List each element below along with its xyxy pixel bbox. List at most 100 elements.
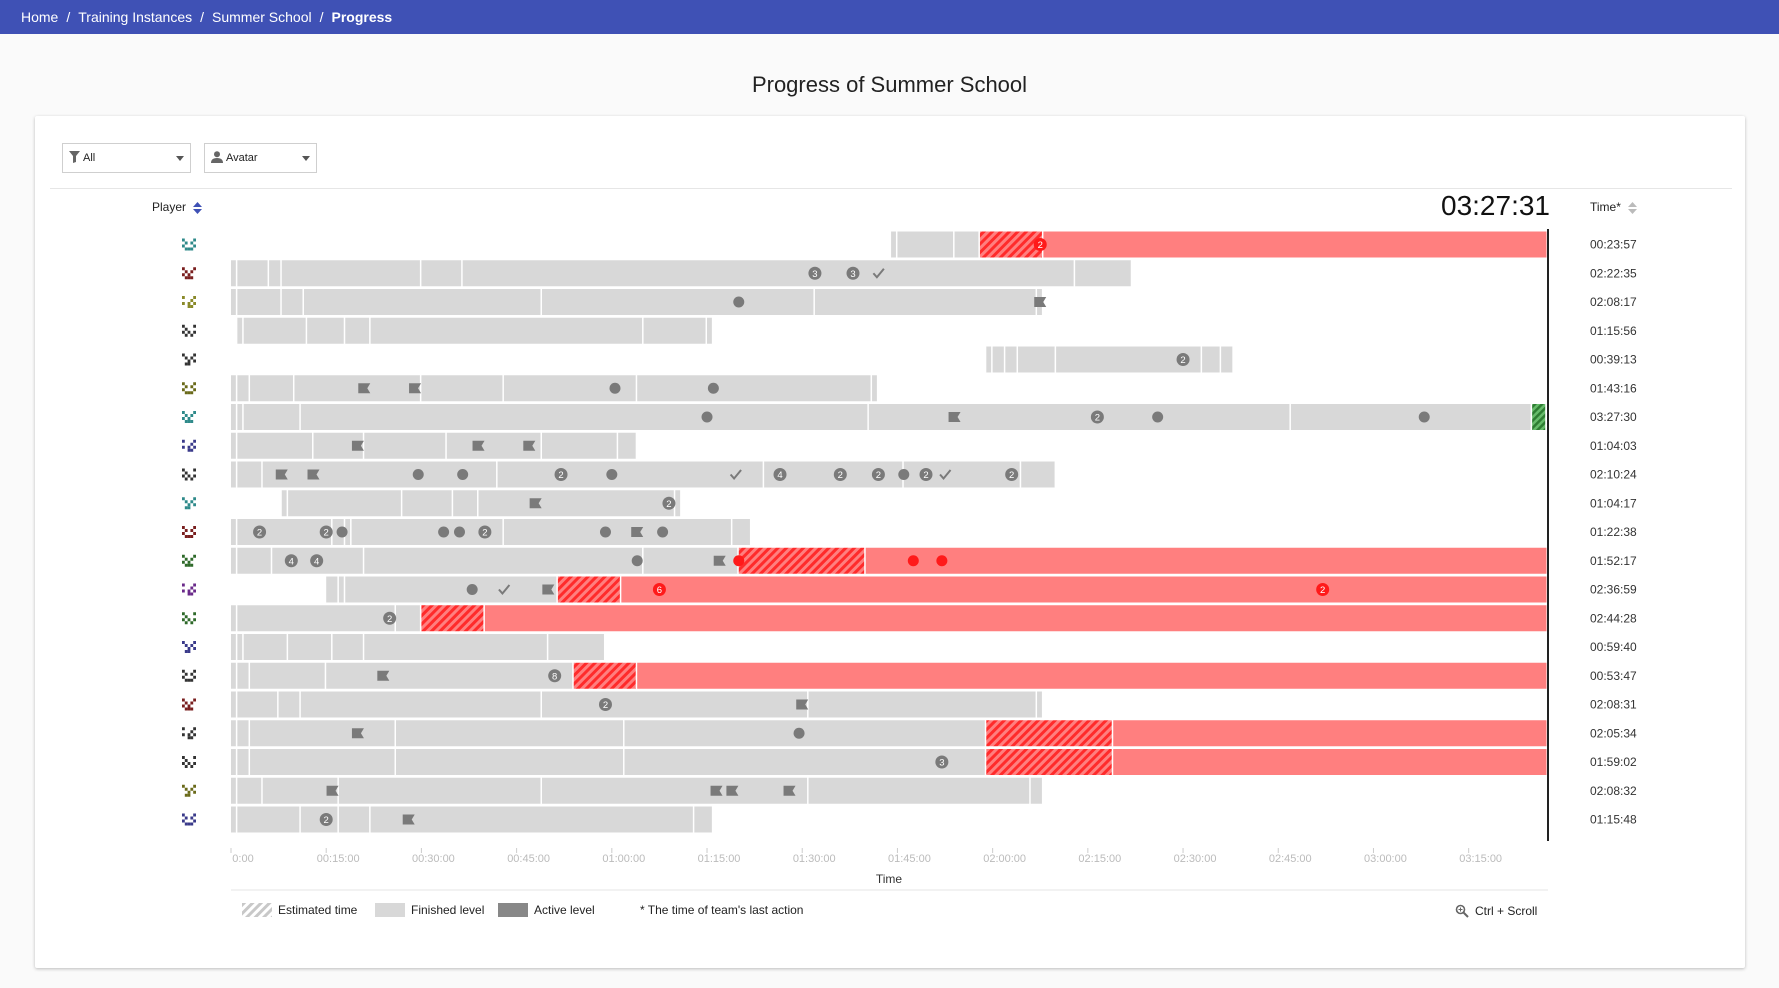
level-filter-select[interactable]: All xyxy=(62,143,191,173)
finished-level-bar xyxy=(243,317,306,344)
event-count-label: 2 xyxy=(838,470,843,481)
player-time: 00:53:47 xyxy=(1590,669,1637,683)
finished-level-bar xyxy=(364,634,547,660)
finished-level-bar xyxy=(237,777,262,804)
player-row: 2 00:23:57 xyxy=(891,231,1637,258)
finished-level-bar xyxy=(954,231,979,258)
check-icon xyxy=(498,584,511,596)
event-count-badge xyxy=(598,698,612,711)
breadcrumb-summer-school[interactable]: Summer School xyxy=(212,9,312,25)
legend-active-label: Active level xyxy=(534,903,595,917)
flag-icon xyxy=(631,527,644,537)
legend-finished: Finished level xyxy=(375,903,484,917)
sort-icon xyxy=(193,201,203,214)
finished-level-bar xyxy=(243,404,300,430)
player-avatar xyxy=(182,641,196,653)
event-count-badge xyxy=(1033,238,1047,251)
page-title: Progress of Summer School xyxy=(751,72,1028,97)
x-tick-label: 02:30:00 xyxy=(1174,853,1217,865)
finished-level-bar xyxy=(618,432,636,459)
player-row: 00:59:40 xyxy=(231,634,1637,660)
event-count-badge xyxy=(1090,410,1104,424)
estimated-time-bar xyxy=(979,231,1042,258)
event-dot xyxy=(412,469,424,480)
finished-level-bar xyxy=(1221,346,1233,373)
zoom-hint: Ctrl + Scroll xyxy=(1455,904,1537,918)
flag-icon xyxy=(307,469,320,480)
player-avatar xyxy=(182,813,196,826)
finished-level-bar xyxy=(231,605,236,632)
x-tick-label: 02:00:00 xyxy=(983,853,1026,865)
player-avatar xyxy=(182,612,196,625)
x-tick-label: 03:00:00 xyxy=(1364,853,1407,865)
finished-level-bar xyxy=(462,260,1074,287)
finished-level-bar xyxy=(814,289,1036,315)
finished-level-bar xyxy=(326,576,338,603)
flag-icon xyxy=(472,440,485,451)
x-axis-label: Time xyxy=(876,872,903,886)
flag-icon xyxy=(409,383,422,394)
x-tick-label: 00:15:00 xyxy=(317,853,360,865)
finished-level-bar xyxy=(986,346,992,373)
event-count-badge xyxy=(1005,468,1019,481)
view-filter-value: Avatar xyxy=(226,152,258,164)
flag-icon xyxy=(275,469,288,480)
breadcrumb-separator: / xyxy=(66,9,71,25)
event-dot xyxy=(707,382,719,394)
finished-level-bar xyxy=(231,289,236,315)
finished-level-bar xyxy=(231,691,236,718)
event-count-label: 2 xyxy=(1320,585,1325,596)
event-dot xyxy=(657,526,669,538)
flag-icon xyxy=(358,383,371,394)
event-dot xyxy=(1418,411,1430,423)
flag-icon xyxy=(402,814,415,825)
breadcrumb-training-instances[interactable]: Training Instances xyxy=(78,9,193,25)
finished-level-bar xyxy=(370,317,643,344)
player-avatar xyxy=(182,698,196,711)
x-tick-label: 03:15:00 xyxy=(1459,853,1502,865)
flag-icon xyxy=(796,699,809,710)
finished-level-bar xyxy=(250,662,325,689)
x-tick-label: 02:45:00 xyxy=(1269,853,1312,865)
finished-level-bar xyxy=(281,289,303,315)
player-time: 02:08:32 xyxy=(1590,784,1637,798)
finished-level-bar xyxy=(1075,260,1131,287)
finished-level-bar xyxy=(1037,691,1042,718)
time-column-header[interactable]: Time* xyxy=(1590,200,1638,215)
finished-level-bar xyxy=(237,662,249,689)
player-row: 2 03:27:30 xyxy=(231,404,1637,430)
player-avatar xyxy=(182,756,196,768)
event-count-label: 2 xyxy=(666,499,671,510)
estimated-time-bar xyxy=(557,576,620,603)
flag-icon xyxy=(726,785,739,796)
view-filter-select[interactable]: Avatar xyxy=(204,143,317,173)
finished-level-bar xyxy=(237,289,281,315)
overtime-bar xyxy=(637,662,1547,689)
finished-level-bar xyxy=(231,461,236,488)
finished-level-bar xyxy=(453,490,478,517)
finished-level-bar xyxy=(231,634,236,660)
finished-level-bar xyxy=(300,404,868,430)
finished-level-bar xyxy=(897,231,954,258)
player-row: 3 01:59:02 xyxy=(231,749,1637,775)
breadcrumb-home[interactable]: Home xyxy=(21,9,59,25)
finished-swatch xyxy=(375,903,405,917)
player-time: 01:15:48 xyxy=(1590,813,1637,827)
player-avatar xyxy=(182,439,196,452)
event-count-label: 2 xyxy=(876,470,881,481)
event-count-badge xyxy=(846,266,860,280)
event-dot xyxy=(606,469,618,480)
finished-level-bar xyxy=(503,519,731,545)
finished-level-bar xyxy=(237,260,268,287)
finished-level-bar xyxy=(294,375,420,402)
zoom-hint-label: Ctrl + Scroll xyxy=(1475,904,1538,918)
finished-level-bar xyxy=(338,777,541,804)
event-count-badge xyxy=(919,468,933,481)
player-row: 01:04:03 xyxy=(231,432,1637,459)
flag-icon xyxy=(351,728,364,739)
flag-icon xyxy=(377,670,390,681)
player-column-header[interactable]: Player xyxy=(152,200,203,215)
player-avatar xyxy=(182,784,196,797)
player-time: 02:22:35 xyxy=(1590,266,1637,280)
